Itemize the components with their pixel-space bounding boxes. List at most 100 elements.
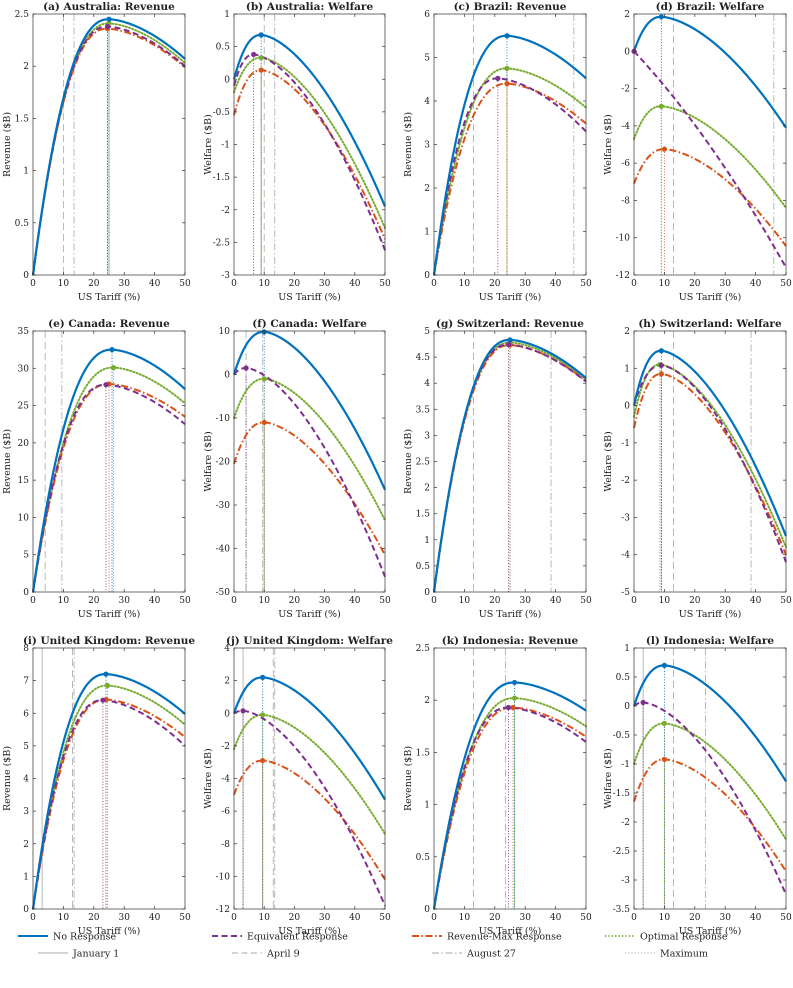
y-tick-label: 1 xyxy=(424,536,430,546)
series-optimal-response xyxy=(233,377,386,522)
y-tick-label: -1.5 xyxy=(213,173,231,183)
y-tick-label: -4 xyxy=(221,775,230,785)
axes-box xyxy=(633,647,787,910)
y-tick-label: 2 xyxy=(23,840,29,850)
x-axis-label: US Tariff (%) xyxy=(479,926,542,937)
x-tick-label: 0 xyxy=(30,279,36,289)
y-tick-label: 0 xyxy=(624,47,630,57)
y-tick-label: -2 xyxy=(621,476,630,486)
y-tick-label: -8 xyxy=(621,196,630,206)
x-tick-label: 10 xyxy=(659,279,671,289)
y-tick-label: 0 xyxy=(224,709,230,719)
peak-marker-revmax xyxy=(661,146,668,152)
series-optimal-response xyxy=(433,67,587,276)
peak-marker-revmax xyxy=(510,704,516,711)
series-optimal-response xyxy=(233,56,386,230)
x-tick-label: 0 xyxy=(30,596,36,606)
x-tick-label: 40 xyxy=(550,913,562,923)
x-tick-label: 20 xyxy=(489,279,501,289)
legend-label-apr9: April 9 xyxy=(266,949,300,960)
series-revenue-max-response xyxy=(433,82,587,276)
y-tick-label: -50 xyxy=(216,588,231,598)
y-tick-label: -12 xyxy=(616,271,631,281)
series-no-response xyxy=(632,664,787,782)
x-tick-label: 30 xyxy=(519,596,531,606)
series-equivalent-response xyxy=(433,77,587,276)
y-tick-label: -4 xyxy=(621,122,630,132)
panel-title: (k) Indonesia: Revenue xyxy=(442,635,579,647)
x-tick-label: 30 xyxy=(519,279,531,289)
x-tick-label: 40 xyxy=(349,279,361,289)
legend-label-optimal: Optimal Response xyxy=(640,932,728,943)
x-tick-label: 10 xyxy=(459,279,471,289)
peak-marker-equiv xyxy=(640,699,646,706)
peak-marker-optimal xyxy=(658,103,664,109)
x-tick-label: 30 xyxy=(319,596,331,606)
peak-marker-equiv xyxy=(251,51,257,58)
y-tick-label: 20 xyxy=(18,439,30,449)
series-equivalent-response xyxy=(233,53,386,251)
series-no-response xyxy=(632,15,787,129)
panel-title: (a) Australia: Revenue xyxy=(43,1,175,13)
y-tick-label: 3.5 xyxy=(416,405,431,415)
x-tick-label: 0 xyxy=(431,913,437,923)
y-tick-label: 35 xyxy=(18,327,30,337)
peak-marker-equiv xyxy=(240,708,246,714)
panel-title: (i) United Kingdom: Revenue xyxy=(23,635,195,647)
peak-marker-equiv xyxy=(103,382,109,388)
series-no-response xyxy=(31,348,186,593)
axes-box xyxy=(433,13,587,276)
x-tick-label: 10 xyxy=(459,913,471,923)
y-tick-label: -2 xyxy=(621,818,630,828)
x-tick-label: 10 xyxy=(459,596,471,606)
y-tick-label: 0 xyxy=(23,588,29,598)
y-tick-label: 0 xyxy=(224,75,230,85)
x-tick-label: 40 xyxy=(750,279,762,289)
legend-label-none: No Response xyxy=(53,932,116,943)
peak-marker-none xyxy=(258,32,264,38)
peak-marker-optimal xyxy=(260,712,266,718)
x-tick-label: 20 xyxy=(289,279,301,289)
peak-marker-optimal xyxy=(511,695,518,701)
x-tick-label: 50 xyxy=(580,279,592,289)
peak-marker-optimal xyxy=(110,364,117,371)
y-axis-label: Revenue ($B) xyxy=(403,112,414,177)
legend-label-jan1: January 1 xyxy=(72,949,119,960)
y-tick-label: -1 xyxy=(621,760,630,770)
x-axis-label: US Tariff (%) xyxy=(679,292,742,303)
x-tick-label: 50 xyxy=(379,279,391,289)
peak-marker-equiv xyxy=(505,704,512,711)
x-axis-label: US Tariff (%) xyxy=(479,292,542,303)
series-optimal-response xyxy=(32,684,186,910)
y-tick-label: -30 xyxy=(216,501,231,511)
y-tick-label: 0 xyxy=(424,588,430,598)
panel-australia-revenue: (a) Australia: Revenue 0 10 20 30 40 50 0 0.5 1 1.… xyxy=(2,1,191,303)
legend-label-revmax: Revenue-Max Response xyxy=(447,932,562,943)
panel-title: (e) Canada: Revenue xyxy=(48,318,170,330)
peak-marker-revmax xyxy=(261,419,267,425)
series-optimal-response xyxy=(633,105,787,209)
axes-box xyxy=(32,13,186,276)
series-revenue-max-response xyxy=(633,148,787,247)
x-tick-label: 0 xyxy=(431,279,437,289)
y-tick-label: 5 xyxy=(23,551,29,561)
peak-marker-revmax xyxy=(260,757,266,764)
peak-marker-equiv xyxy=(104,23,111,30)
peak-marker-none xyxy=(260,674,266,680)
y-tick-label: -1 xyxy=(221,141,230,151)
y-tick-label: -6 xyxy=(621,159,630,169)
x-tick-label: 10 xyxy=(659,596,671,606)
y-tick-label: 2.5 xyxy=(416,644,431,654)
y-tick-label: -0.5 xyxy=(613,731,631,741)
peak-marker-none xyxy=(504,33,510,39)
x-tick-label: 50 xyxy=(780,913,792,923)
x-tick-label: 0 xyxy=(631,279,637,289)
y-tick-label: 1 xyxy=(424,801,430,811)
x-tick-label: 30 xyxy=(519,913,531,923)
y-axis-label: Welfare ($B) xyxy=(203,114,214,174)
series-equivalent-response xyxy=(233,709,386,907)
y-tick-label: 0 xyxy=(624,702,630,712)
x-tick-label: 0 xyxy=(431,596,437,606)
